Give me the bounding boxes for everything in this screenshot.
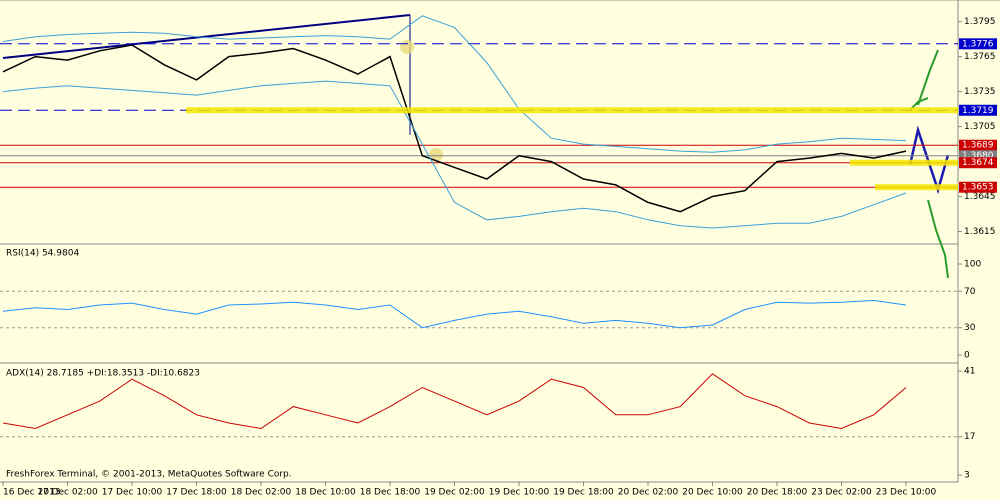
series-line — [2, 44, 907, 213]
level-label: 1.3680 — [962, 151, 994, 161]
level-label: 1.3689 — [962, 141, 994, 151]
trend-line — [2, 14, 411, 59]
x-tick-label: 20 Dec 18:00 — [747, 488, 808, 498]
level-label: 1.3776 — [962, 39, 994, 49]
panel-title: ADX(14) 28.7185 +DI:18.3513 -DI:10.6823 — [6, 369, 200, 379]
signal-marker — [400, 40, 414, 54]
credit: FreshForex Terminal, © 2001-2013, MetaQu… — [6, 470, 292, 480]
y-tick-label: 100 — [964, 260, 981, 270]
y-tick-label: 1.3765 — [964, 52, 996, 62]
x-tick-label: 20 Dec 10:00 — [682, 488, 743, 498]
level-label: 1.3653 — [962, 183, 994, 193]
x-tick-label: 17 Dec 18:00 — [166, 488, 227, 498]
x-tick-label: 19 Dec 18:00 — [553, 488, 614, 498]
y-tick-label: 70 — [964, 287, 976, 297]
x-tick-label: 18 Dec 18:00 — [360, 488, 421, 498]
x-tick-label: 19 Dec 10:00 — [489, 488, 550, 498]
y-tick-label: 30 — [964, 323, 976, 333]
support-zone — [186, 107, 958, 114]
y-tick-label: 1.3615 — [964, 227, 996, 237]
level-label: 1.3719 — [962, 106, 994, 116]
y-tick-label: 1.3645 — [964, 192, 996, 202]
x-tick-label: 18 Dec 02:00 — [231, 488, 292, 498]
y-tick-label: 17 — [964, 432, 975, 442]
level-label-box — [959, 104, 997, 116]
x-tick-label: 16 Dec 2013 — [3, 488, 61, 498]
level-label-box — [959, 181, 997, 193]
series-line — [2, 80, 907, 229]
support-zone — [875, 184, 958, 191]
y-tick-label: 0 — [964, 350, 970, 360]
x-tick-label: 23 Dec 10:00 — [876, 488, 937, 498]
x-tick-label: 20 Dec 02:00 — [618, 488, 679, 498]
y-tick-label: 1.3735 — [964, 87, 996, 97]
level-label-box — [959, 157, 997, 169]
level-label-box — [959, 139, 997, 151]
y-tick-label: 41 — [964, 367, 975, 377]
series-line — [2, 15, 907, 153]
y-tick-label: 1.3705 — [964, 122, 996, 132]
forecast-arrow — [927, 199, 949, 279]
x-tick-label: 17 Dec 02:00 — [37, 488, 98, 498]
series-line — [2, 373, 907, 430]
support-zone — [850, 159, 958, 166]
x-tick-label: 17 Dec 10:00 — [102, 488, 163, 498]
x-tick-label: 23 Dec 02:00 — [811, 488, 872, 498]
x-tick-label: 18 Dec 10:00 — [295, 488, 356, 498]
forecast-arrow — [917, 49, 939, 106]
series-line — [2, 299, 907, 329]
level-label-box — [959, 150, 997, 162]
y-tick-label: 1.3795 — [964, 17, 996, 27]
level-label-box — [959, 38, 997, 50]
y-tick-label: 3 — [964, 471, 970, 481]
x-tick-label: 19 Dec 02:00 — [424, 488, 485, 498]
signal-marker — [429, 148, 443, 162]
panel-title: RSI(14) 54.9804 — [6, 249, 79, 259]
level-label: 1.3674 — [962, 158, 994, 168]
